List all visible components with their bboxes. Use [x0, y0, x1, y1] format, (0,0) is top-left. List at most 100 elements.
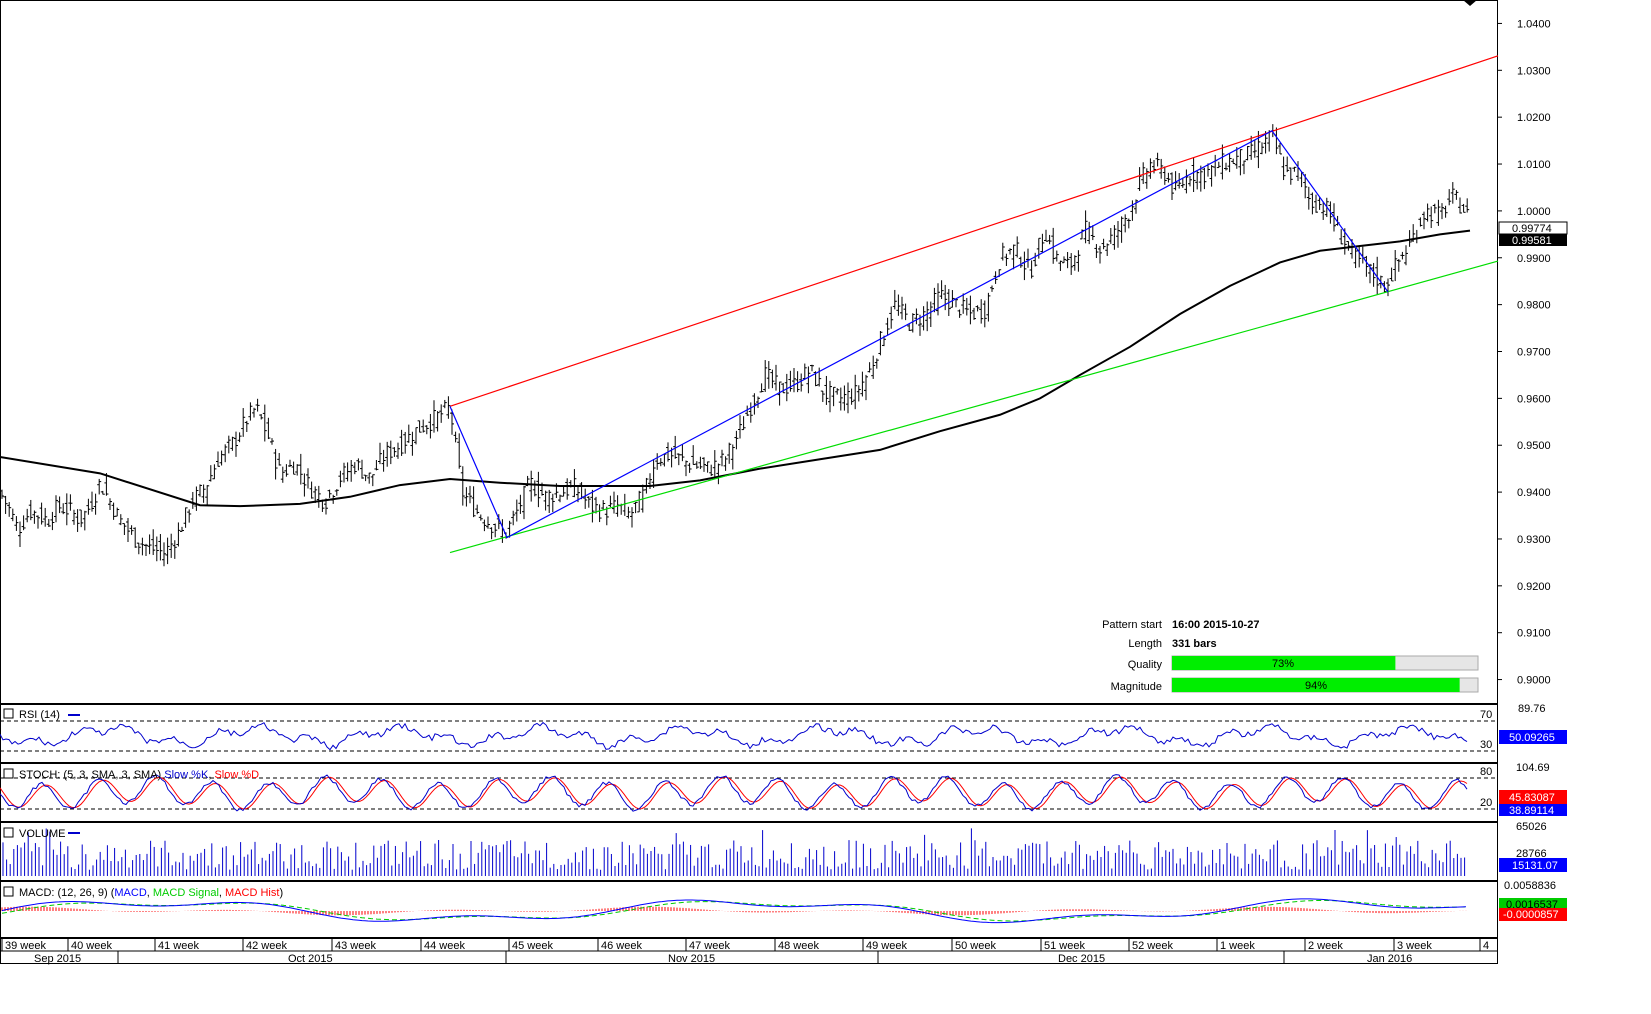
stoch-close-icon[interactable]	[3, 768, 14, 779]
stoch-title-prefix: STOCH: (5, 3, SMA, 3, SMA)	[19, 769, 161, 781]
price-bar	[309, 481, 314, 499]
price-bar	[75, 509, 80, 532]
price-bar	[950, 290, 955, 308]
macd-close-icon[interactable]	[3, 886, 14, 897]
price-bar	[1429, 206, 1434, 229]
stoch-k-value: 45.83087	[1509, 792, 1555, 804]
price-bar	[1245, 146, 1250, 161]
price-bar	[658, 458, 663, 467]
price-bar	[759, 383, 764, 393]
price-bar	[1450, 182, 1455, 204]
price-bar	[806, 366, 811, 394]
price-bar	[162, 542, 166, 567]
price-bar	[1216, 161, 1221, 169]
price-bar	[1162, 166, 1167, 185]
price-bar	[306, 468, 310, 489]
stoch-k-legend: Slow %K	[164, 769, 209, 781]
price-bar	[986, 292, 991, 322]
week-label: 42 week	[246, 940, 287, 952]
macd-legend: MACD	[114, 887, 146, 899]
price-bar	[1044, 229, 1048, 242]
length-value: 331 bars	[1172, 638, 1217, 650]
price-bar	[1105, 243, 1110, 256]
price-bar	[1047, 234, 1052, 245]
support-trendline	[449, 260, 1499, 554]
price-bar	[1018, 256, 1023, 268]
price-bar	[313, 486, 318, 504]
price-bar	[968, 295, 973, 325]
price-bar	[799, 373, 804, 392]
price-bar	[1040, 233, 1045, 253]
week-label: 1 week	[1220, 940, 1255, 952]
price-bar	[1274, 127, 1279, 155]
price-bar	[1195, 170, 1200, 190]
price-bar	[399, 429, 404, 456]
price-bar	[630, 507, 634, 528]
price-bar	[259, 414, 264, 420]
price-bar	[338, 470, 343, 488]
price-bar	[1141, 162, 1146, 185]
stoch-level-80-label: 80	[1480, 766, 1492, 778]
price-bar	[1227, 153, 1232, 173]
price-bar	[1306, 186, 1311, 210]
price-bar	[532, 480, 537, 497]
ma-value-box: 0.99581	[1499, 234, 1567, 247]
price-bar	[820, 390, 825, 403]
price-bar	[291, 461, 296, 475]
price-tick-label: 1.0100	[1517, 159, 1551, 171]
price-bar	[327, 489, 332, 498]
price-bar	[288, 459, 292, 468]
price-bar	[298, 453, 303, 485]
price-bar	[230, 436, 235, 451]
price-bar	[604, 506, 609, 526]
price-bar	[262, 404, 267, 442]
price-bar	[57, 496, 62, 514]
macd-signal-legend: MACD Signal	[153, 887, 219, 899]
price-bar	[1101, 238, 1106, 250]
price-bar	[1303, 173, 1308, 199]
price-bar	[21, 515, 26, 531]
price-bar	[694, 461, 699, 469]
price-bar	[1076, 250, 1081, 272]
price-bar	[1317, 197, 1322, 210]
price-bar	[1098, 245, 1102, 264]
price-bar	[1137, 167, 1142, 191]
price-bar	[792, 368, 796, 393]
price-bar	[914, 308, 919, 325]
price-bar	[486, 516, 490, 529]
price-bar	[115, 507, 120, 517]
price-bar	[1144, 168, 1149, 189]
price-bar	[1418, 217, 1423, 227]
price-bar	[136, 542, 141, 555]
price-bar	[129, 525, 134, 535]
week-label: 48 week	[778, 940, 819, 952]
price-bar	[471, 486, 476, 518]
price-bar	[752, 393, 757, 415]
price-bar	[1051, 227, 1056, 264]
price-panel-frame	[0, 0, 1498, 704]
price-bar	[1198, 165, 1203, 192]
price-bar	[1180, 177, 1185, 188]
rsi-close-icon[interactable]	[3, 708, 14, 719]
price-bar	[388, 440, 393, 465]
price-bar	[990, 285, 994, 292]
price-bar	[1234, 147, 1239, 169]
price-bar	[766, 361, 771, 389]
price-bar	[676, 453, 681, 466]
price-bar	[1000, 242, 1005, 261]
price-bar	[1026, 248, 1030, 268]
price-bar	[10, 508, 15, 522]
week-label: 43 week	[335, 940, 376, 952]
price-bar	[270, 438, 274, 445]
volume-close-icon[interactable]	[3, 827, 14, 838]
price-bar	[939, 280, 944, 300]
pattern-zigzag-line	[449, 129, 1389, 539]
price-bar	[86, 498, 91, 515]
price-bar	[853, 374, 858, 410]
price-bar	[64, 493, 69, 526]
price-tick-label: 0.9400	[1517, 487, 1551, 499]
price-bar	[680, 444, 685, 462]
scroll-marker-icon[interactable]	[1463, 0, 1477, 6]
price-bar	[1260, 142, 1264, 155]
